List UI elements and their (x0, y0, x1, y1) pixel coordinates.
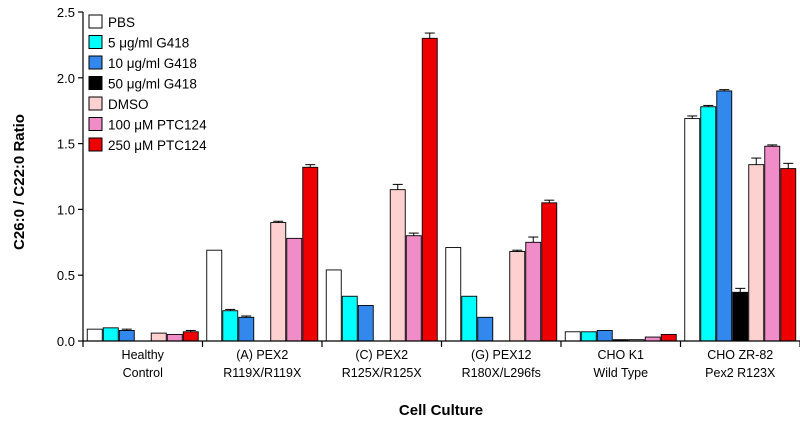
bar (286, 237, 303, 342)
bar (325, 269, 342, 342)
x-category-label-line1: (G) PEX12 (471, 348, 531, 362)
bar (596, 330, 613, 342)
bar (580, 331, 597, 342)
bar (182, 331, 199, 342)
y-tick-label: 1.0 (57, 202, 75, 217)
bar (270, 222, 287, 342)
x-category-label-line2: Pex2 R123X (705, 366, 776, 380)
legend-swatch (88, 117, 103, 131)
x-category-label-line2: Control (123, 366, 163, 380)
bar (102, 327, 119, 342)
x-category-label-line1: CHO ZR-82 (707, 348, 773, 362)
x-category-label-line1: (A) PEX2 (236, 348, 288, 362)
bar (461, 295, 478, 342)
bar (445, 247, 462, 342)
y-ticks: 0.0 0.5 1.0 1.5 2.0 2.5 (57, 5, 83, 349)
bar (684, 118, 701, 342)
y-axis-title: C26:0 / C22:0 Ratio (11, 114, 28, 250)
y-tick-label: 2.0 (57, 71, 75, 86)
bar (341, 295, 358, 342)
bar (238, 316, 255, 342)
bar (166, 333, 183, 342)
x-category-label-line1: CHO K1 (597, 348, 644, 362)
legend-label: 10 μg/ml G418 (108, 56, 197, 71)
bar (357, 305, 374, 342)
bar (389, 189, 406, 342)
legend-label: PBS (108, 15, 135, 30)
bar (764, 145, 781, 342)
legend-label: 250 μM PTC124 (108, 138, 207, 153)
bar (525, 241, 542, 342)
bar (86, 328, 103, 342)
legend-swatch (88, 96, 103, 111)
legend-swatch (88, 137, 103, 152)
bar (660, 333, 677, 342)
bar (302, 166, 319, 342)
legend-swatch (88, 35, 103, 49)
legend-swatch (88, 76, 103, 90)
legend-label: 5 μg/ml G418 (108, 36, 189, 51)
bar (222, 310, 239, 342)
bar (564, 331, 581, 342)
bar (150, 332, 167, 342)
legend-swatch (88, 55, 103, 70)
bar (206, 249, 223, 342)
legend-swatch (88, 14, 103, 29)
bar (748, 164, 765, 342)
bar (780, 168, 797, 342)
y-tick-label: 0.5 (57, 268, 75, 283)
x-category-labels: Healthy Control (A) PEX2 R119X/R119X (C) PEX… (82, 341, 800, 380)
bar (405, 235, 422, 342)
error-bars-layer (121, 32, 794, 332)
x-category-label-line2: R125X/R125X (342, 366, 423, 380)
x-category-label-line2: R180X/L296fs (462, 366, 541, 380)
bar (700, 106, 717, 342)
bar (732, 291, 749, 342)
x-category-label-line1: (C) PEX2 (355, 348, 408, 362)
x-category-label-line2: R119X/R119X (223, 366, 302, 380)
legend-label: DMSO (108, 97, 149, 112)
bar (421, 37, 438, 342)
bar (716, 90, 733, 342)
x-axis-title: Cell Culture (399, 402, 483, 419)
legend-label: 50 μg/ml G418 (108, 77, 197, 92)
bar (541, 202, 558, 342)
x-category-label-line2: Wild Type (593, 366, 648, 380)
y-tick-label: 2.5 (57, 5, 75, 20)
y-tick-label: 1.5 (57, 137, 75, 152)
bar (477, 316, 494, 342)
bar (118, 330, 135, 342)
y-tick-label: 0.0 (57, 334, 75, 349)
x-category-label-line1: Healthy (122, 348, 165, 362)
bar (509, 251, 526, 342)
bars-layer (86, 37, 797, 342)
legend-label: 100 μM PTC124 (108, 118, 207, 133)
legend: PBS 5 μg/ml G418 10 μg/ml G418 50 μg/ml G41… (88, 14, 207, 153)
